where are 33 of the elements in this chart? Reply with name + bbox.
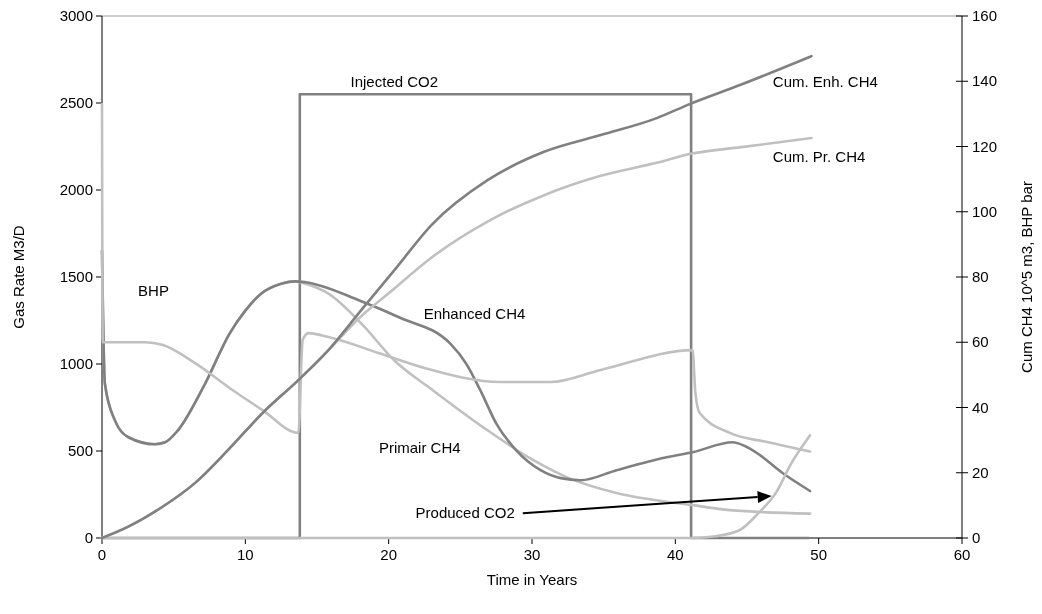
series-label: Injected CO2 (350, 72, 439, 90)
y2-tick-label: 80 (972, 268, 989, 285)
x-tick-label: 40 (666, 546, 684, 563)
y2-tick-label: 120 (972, 137, 998, 155)
y-tick-label: 2000 (59, 181, 93, 198)
series-label: Enhanced CH4 (423, 304, 526, 322)
series-label: Cum. Pr. CH4 (772, 148, 866, 166)
y2-tick-label: 0 (972, 529, 981, 546)
y2-tick-label: 160 (972, 7, 998, 24)
series-label: Cum. Enh. CH4 (772, 72, 878, 90)
y-tick-label: 2500 (59, 94, 93, 111)
y2-tick-label: 140 (972, 72, 998, 90)
series-label: Produced CO2 (415, 504, 515, 522)
y2-axis-title: Cum CH4 10^5 m3, BHP bar (1018, 181, 1035, 373)
y-tick-label: 1500 (59, 268, 93, 285)
y-tick-label: 500 (67, 442, 93, 459)
x-tick-label: 50 (810, 546, 828, 563)
x-axis-title: Time in Years (486, 571, 578, 588)
y2-tick-label: 100 (972, 202, 998, 220)
y-tick-label: 1000 (59, 355, 93, 372)
x-tick-label: 10 (236, 546, 254, 563)
x-tick-label: 60 (953, 546, 971, 563)
y-tick-label: 0 (84, 529, 93, 546)
y2-tick-label: 40 (972, 398, 989, 416)
x-tick-label: 20 (380, 546, 398, 563)
x-tick-label: 30 (523, 546, 541, 563)
series-label: Primair CH4 (378, 438, 461, 456)
y2-tick-label: 20 (972, 463, 989, 481)
y2-tick-label: 60 (972, 333, 989, 351)
y-tick-label: 3000 (59, 7, 93, 24)
y-axis-title: Gas Rate M3/D (10, 225, 27, 329)
x-tick-label: 0 (97, 546, 107, 563)
text: BHP (138, 282, 169, 300)
